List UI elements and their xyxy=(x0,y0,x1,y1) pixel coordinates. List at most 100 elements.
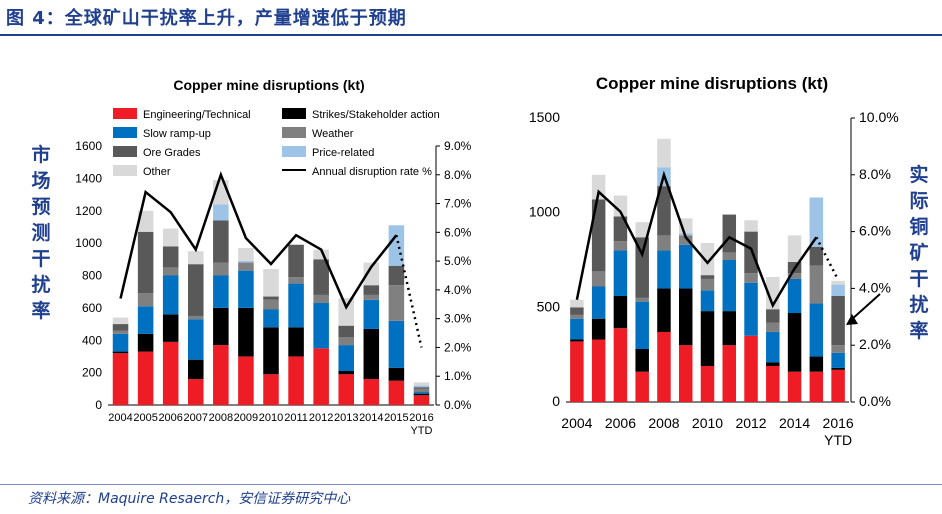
c1-bar-weather-2013 xyxy=(338,337,355,346)
c1-bar-ore-2011 xyxy=(288,244,304,278)
c1-x-tick-label: 2011 xyxy=(284,412,308,424)
c1-disruption-rate-line xyxy=(119,171,398,310)
c2-bar-weather-2015 xyxy=(809,265,824,304)
c1-x-tick-label: 2010 xyxy=(259,412,283,424)
c1-legend-label-price: Price-related xyxy=(312,147,374,159)
c2-bar-strikes-2014 xyxy=(787,313,802,372)
c1-bar-price-2015 xyxy=(388,225,405,266)
c1-bar-weather-2008 xyxy=(213,262,229,276)
c1-legend-label-line: Annual disruption rate % xyxy=(312,166,432,178)
c2-bar-engineering-2006 xyxy=(613,328,628,402)
c1-bar-other-2012 xyxy=(313,249,329,260)
c2-bar-strikes-2016-YTD xyxy=(831,367,845,370)
c1-bar-strikes-2008 xyxy=(213,307,229,346)
c1-x-tick-label: 2008 xyxy=(209,412,233,424)
c1-chart-title: Copper mine disruptions (kt) xyxy=(173,77,364,93)
c2-bar-other-2012 xyxy=(744,220,758,232)
c1-legend-label-weather: Weather xyxy=(312,128,354,140)
c1-bar-engineering-2016-YTD xyxy=(413,395,430,405)
c2-bar-slow-2012 xyxy=(744,282,758,336)
c1-bar-engineering-2012 xyxy=(313,348,329,405)
c2-bar-weather-2014 xyxy=(787,273,802,279)
c1-bar-weather-2012 xyxy=(313,294,329,304)
c1-bar-slow-2015 xyxy=(388,320,405,368)
c2-bar-weather-2008 xyxy=(657,235,671,251)
c1-bar-other-2005 xyxy=(137,210,154,232)
c2-bar-strikes-2006 xyxy=(613,295,628,329)
c2-bar-slow-2013 xyxy=(766,331,780,363)
c1-legend-label-engineering: Engineering/Technical xyxy=(143,109,251,121)
c1-bar-slow-2005 xyxy=(137,306,154,334)
c2-bar-ore-2013 xyxy=(766,309,780,323)
c1-bar-strikes-2009 xyxy=(238,307,254,357)
c2-bar-slow-2006 xyxy=(613,250,628,296)
c1-legend-label-other: Other xyxy=(143,166,171,178)
c1-y2-tick-label: 4.0% xyxy=(444,283,472,297)
c1-legend-swatch-ore xyxy=(113,146,137,157)
right-side-label: 实际铜矿干扰率 xyxy=(909,164,929,342)
c2-bar-engineering-2012 xyxy=(744,335,758,402)
c1-y2-tick-label: 3.0% xyxy=(444,312,472,326)
c1-bar-weather-2004 xyxy=(112,330,129,334)
c1-legend-swatch-slow xyxy=(113,127,137,138)
c1-y-tick-label: 600 xyxy=(82,301,102,315)
c1-bar-slow-2014 xyxy=(363,299,380,329)
c1-bar-weather-2016-YTD xyxy=(413,388,430,393)
c1-disruption-rate-line-ytd xyxy=(395,234,423,348)
c2-annotation-arrowhead xyxy=(846,314,858,325)
c1-bar-other-2010 xyxy=(263,269,279,297)
c2-bar-strikes-2013 xyxy=(766,362,780,367)
c1-x-tick-label: 2009 xyxy=(234,412,258,424)
c1-bar-ore-2012 xyxy=(313,259,329,295)
c2-bar-strikes-2010 xyxy=(700,311,715,367)
c1-bar-ore-2010 xyxy=(263,296,279,300)
c2-bar-strikes-2009 xyxy=(678,288,693,346)
c2-x-tick-label: 2006 xyxy=(605,415,636,431)
c1-bar-ore-2005 xyxy=(137,231,154,294)
c1-bar-slow-2008 xyxy=(213,275,229,308)
c1-bar-strikes-2014 xyxy=(363,328,380,380)
c2-y2-tick-label: 6.0% xyxy=(859,223,891,239)
c1-legend-swatch-engineering xyxy=(113,108,137,119)
c1-bar-slow-2007 xyxy=(187,319,204,360)
c1-bar-weather-2007 xyxy=(187,315,204,320)
c1-bar-engineering-2015 xyxy=(388,380,405,405)
c2-x-tick-label: 2008 xyxy=(648,415,679,431)
c1-bar-ore-2008 xyxy=(213,220,229,263)
c2-bar-slow-2014 xyxy=(787,278,802,314)
c1-legend-swatch-price xyxy=(282,146,306,157)
c2-y2-tick-label: 8.0% xyxy=(859,166,891,182)
c1-bar-slow-2016-YTD xyxy=(413,392,430,394)
c1-bar-slow-2011 xyxy=(288,283,304,328)
c2-bar-weather-2004 xyxy=(570,314,584,319)
c2-bar-engineering-2004 xyxy=(570,341,584,402)
c1-bar-strikes-2013 xyxy=(338,371,355,375)
c2-bar-price-2016-YTD xyxy=(831,284,845,296)
c1-bar-engineering-2008 xyxy=(213,345,229,405)
c2-bar-engineering-2011 xyxy=(722,345,737,402)
c2-y-tick-label: 1000 xyxy=(529,204,560,220)
c2-y-tick-label: 500 xyxy=(537,298,561,314)
c1-y2-tick-label: 6.0% xyxy=(444,225,472,239)
c2-y-tick-label: 1500 xyxy=(529,109,560,125)
c1-y2-tick-label: 0.0% xyxy=(444,398,472,412)
c1-bar-strikes-2006 xyxy=(162,314,179,342)
c2-bar-ore-2005 xyxy=(591,199,606,272)
c2-bar-strikes-2008 xyxy=(657,288,671,332)
c2-bar-ore-2016-YTD xyxy=(831,295,845,346)
c1-x-tick-label: 2016 xyxy=(409,412,433,424)
c2-bar-strikes-2015 xyxy=(809,356,824,372)
c1-y-tick-label: 800 xyxy=(82,269,102,283)
c2-bar-slow-2005 xyxy=(591,286,606,319)
c2-chart-title: Copper mine disruptions (kt) xyxy=(596,74,828,93)
c2-x-tick-label: 2010 xyxy=(692,415,723,431)
c1-y-tick-label: 200 xyxy=(82,366,102,380)
c2-y2-tick-label: 10.0% xyxy=(859,109,899,125)
c2-bar-ore-2015 xyxy=(809,246,824,266)
c1-bar-slow-2013 xyxy=(338,345,355,372)
source-note: 资料来源：Maquire Resaerch，安信证券研究中心 xyxy=(28,491,351,507)
c1-bar-other-2006 xyxy=(162,228,179,247)
c1-legend-swatch-strikes xyxy=(282,108,306,119)
c1-y-tick-label: 1400 xyxy=(75,171,102,185)
c2-bar-strikes-2004 xyxy=(570,339,584,342)
